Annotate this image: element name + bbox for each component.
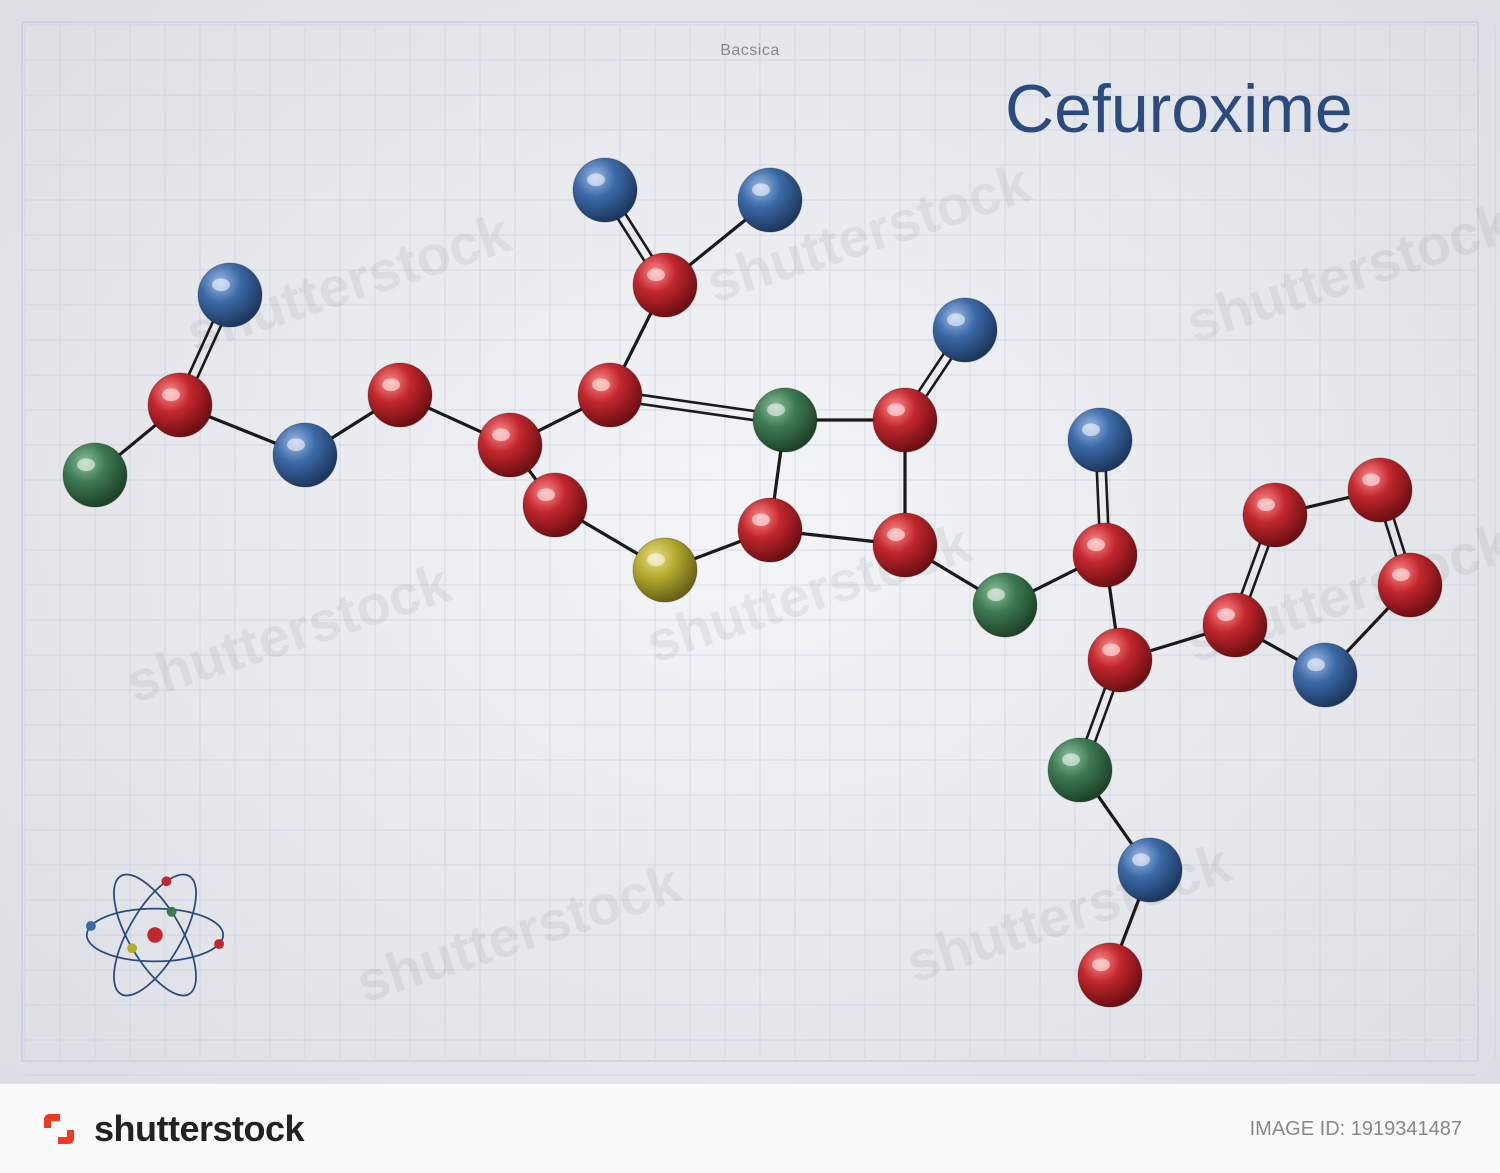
atom-sphere: [1073, 523, 1137, 587]
image-id-label: IMAGE ID:: [1250, 1118, 1346, 1140]
atom-sphere: [1048, 738, 1112, 802]
atom-sphere: [1348, 458, 1412, 522]
atom-sphere: [873, 388, 937, 452]
atom-sphere: [523, 473, 587, 537]
atom-sphere: [1118, 838, 1182, 902]
atom-sphere: [198, 263, 262, 327]
shutterstock-mark-icon: [38, 1108, 80, 1150]
atom-sphere: [1203, 593, 1267, 657]
atom-sphere: [933, 298, 997, 362]
atom-sphere: [873, 513, 937, 577]
molecule-diagram: [0, 0, 1500, 1173]
atom-sphere: [273, 423, 337, 487]
artist-credit: Bacsica: [720, 42, 780, 60]
atom-sphere: [478, 413, 542, 477]
atom-sphere: [738, 498, 802, 562]
atom-sphere: [1068, 408, 1132, 472]
atom-sphere: [148, 373, 212, 437]
compound-title: Cefuroxime: [1005, 70, 1353, 148]
atom-sphere: [1078, 943, 1142, 1007]
atom-sphere: [753, 388, 817, 452]
atom-sphere: [578, 363, 642, 427]
atom-sphere: [63, 443, 127, 507]
atom-sphere: [573, 158, 637, 222]
stage: shutterstockshutterstockshutterstockshut…: [0, 0, 1500, 1173]
atom-sphere: [633, 253, 697, 317]
shutterstock-logo: shutterstock: [38, 1108, 304, 1150]
atom-sphere: [973, 573, 1037, 637]
atom-sphere: [1293, 643, 1357, 707]
atom-sphere: [1243, 483, 1307, 547]
atom-sphere: [1088, 628, 1152, 692]
atom-sphere: [368, 363, 432, 427]
atom-icon: [86, 863, 224, 1008]
atom-sphere: [633, 538, 697, 602]
image-id: IMAGE ID: 1919341487: [1250, 1116, 1462, 1142]
atom-sphere: [738, 168, 802, 232]
watermark-bar: shutterstock IMAGE ID: 1919341487: [0, 1083, 1500, 1173]
atom-sphere: [1378, 553, 1442, 617]
shutterstock-wordmark: shutterstock: [94, 1108, 304, 1150]
image-id-value: 1919341487: [1351, 1118, 1462, 1140]
